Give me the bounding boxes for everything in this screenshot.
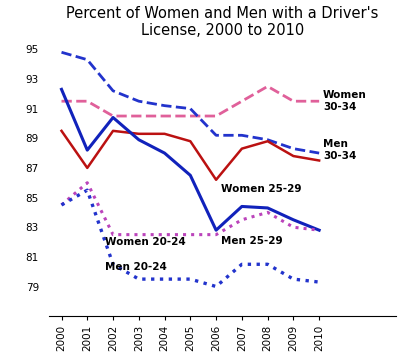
Text: Men 20-24: Men 20-24 — [105, 262, 167, 272]
Text: Men
30-34: Men 30-34 — [322, 139, 356, 161]
Title: Percent of Women and Men with a Driver's
License, 2000 to 2010: Percent of Women and Men with a Driver's… — [66, 6, 378, 38]
Text: Women 25-29: Women 25-29 — [221, 183, 301, 193]
Text: Women
30-34: Women 30-34 — [322, 90, 366, 112]
Text: Men 25-29: Men 25-29 — [221, 236, 282, 246]
Text: Women 20-24: Women 20-24 — [105, 237, 186, 247]
